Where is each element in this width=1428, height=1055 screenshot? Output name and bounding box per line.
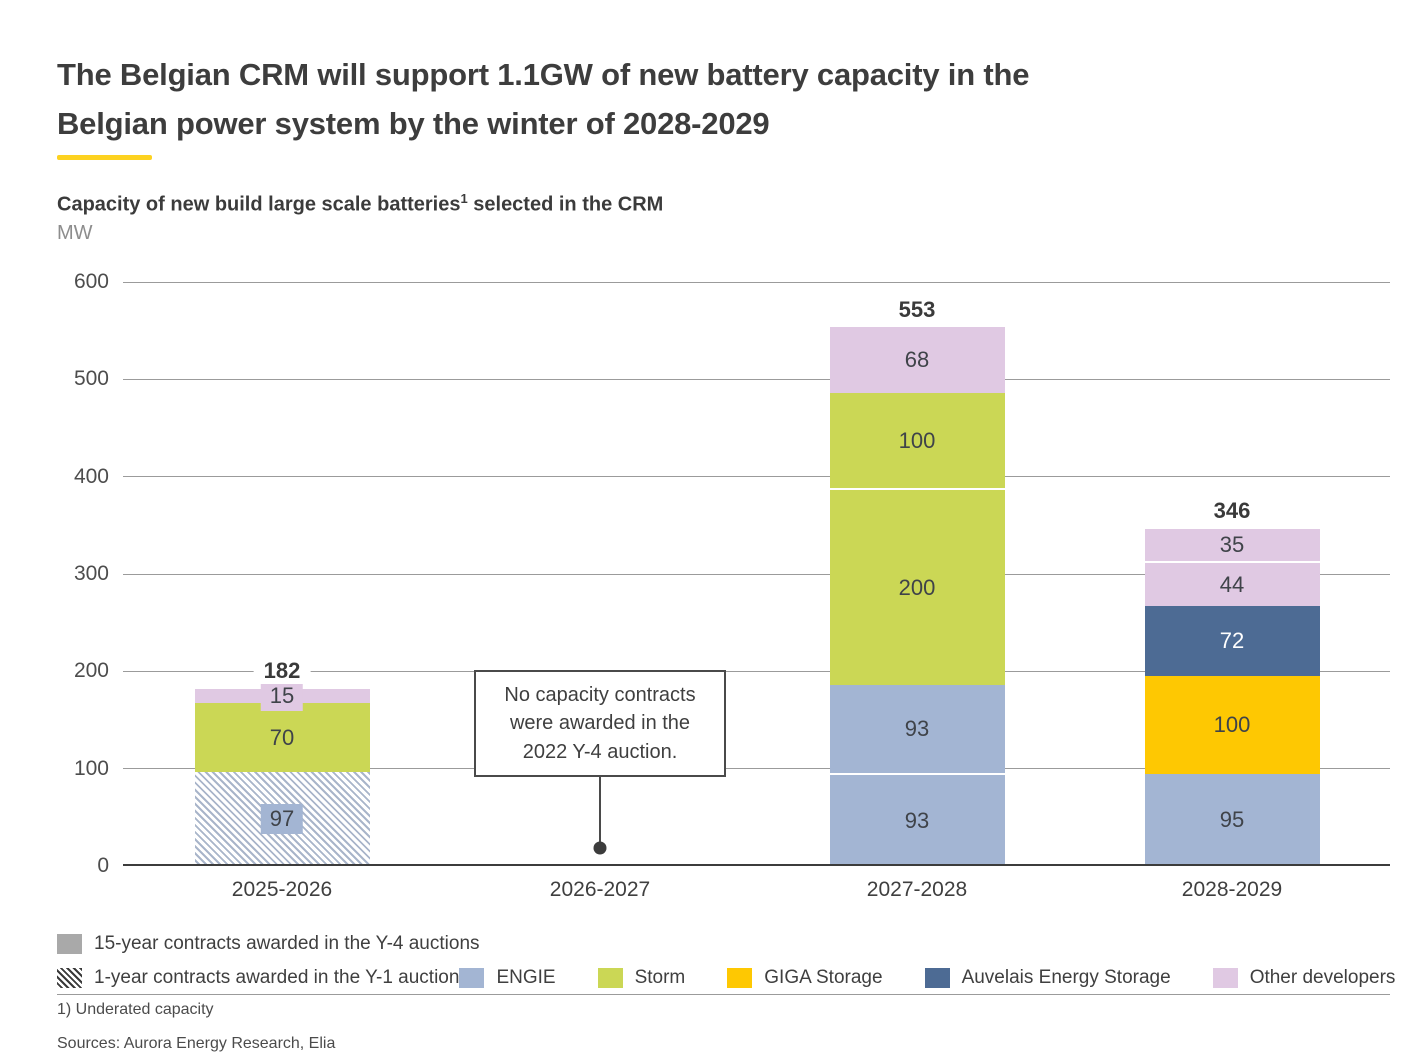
legend-item-engie: ENGIE (459, 967, 556, 989)
y-axis-tick: 600 (73, 270, 109, 293)
gridline (123, 573, 1390, 575)
bar-total: 346 (1203, 498, 1261, 525)
legend-item-storm: Storm (597, 967, 686, 989)
legend-item-other-developers: Other developers (1212, 967, 1396, 989)
bar-segment-2028-2029: 72 (1144, 606, 1320, 677)
segment-value: 44 (1219, 571, 1245, 597)
page-title-line1: The Belgian CRM will support 1.1GW of ne… (57, 57, 1030, 92)
annotation-box: No capacity contracts were awarded in th… (474, 670, 726, 778)
bar-segment-2027-2028: 200 (829, 490, 1005, 685)
segment-value: 100 (1213, 711, 1251, 737)
legend-swatch-auvelais (924, 968, 950, 988)
y-axis-tick: 200 (73, 659, 109, 683)
chart-subtitle: Capacity of new build large scale batter… (57, 191, 663, 217)
legend-row-contracts-y4: 15-year contracts awarded in the Y-4 auc… (57, 933, 1390, 955)
footnote-marker: 1 (460, 191, 468, 206)
chart-legend: 15-year contracts awarded in the Y-4 auc… (57, 933, 1395, 989)
sources: Sources: Aurora Energy Research, Elia (57, 1035, 336, 1052)
legend-label-y4-contracts: 15-year contracts awarded in the Y-4 auc… (94, 933, 480, 954)
segment-value: 35 (1219, 532, 1245, 558)
legend-item-giga-storage: GIGA Storage (727, 967, 883, 989)
y-axis-tick: 300 (73, 562, 109, 585)
y-axis-tick: 0 (97, 854, 109, 877)
x-axis-label: 2027-2028 (866, 878, 968, 901)
bar-segment-2025-2026: 70 (194, 703, 370, 772)
segment-value: 200 (898, 574, 936, 600)
bar-segment-2028-2029: 35 (1144, 529, 1320, 564)
legend-label-y1-contracts: 1-year contracts awarded in the Y-1 auct… (94, 967, 460, 988)
segment-value: 72 (1219, 628, 1245, 654)
gridline (123, 476, 1390, 478)
legend-swatch-other (1212, 968, 1238, 988)
segment-value: 100 (898, 427, 936, 453)
legend-label-giga: GIGA Storage (764, 967, 883, 988)
bar-segment-2025-2026: 97 (194, 771, 370, 866)
segment-value: 95 (1219, 806, 1245, 832)
bar-total: 182 (253, 657, 311, 684)
legend-label-other: Other developers (1249, 967, 1396, 988)
bar-segment-2027-2028: 68 (829, 326, 1005, 393)
x-axis-label: 2028-2029 (1181, 878, 1283, 901)
legend-item-auvelais-energy-storage: Auvelais Energy Storage (924, 967, 1171, 989)
page-title-line2: Belgian power system by the winter of 20… (57, 106, 770, 141)
gridline (123, 864, 1390, 866)
chart-plot-area: No capacity contracts were awarded in th… (74, 270, 1390, 901)
legend-swatch-engie (459, 968, 485, 988)
legend-item-y4-contracts: 15-year contracts awarded in the Y-4 auc… (57, 933, 480, 955)
gridline (123, 670, 1390, 672)
legend-swatch-y1-contracts (57, 968, 82, 988)
bar-segment-2028-2029: 100 (1144, 676, 1320, 774)
legend-item-y1-contracts: 1-year contracts awarded in the Y-1 auct… (57, 967, 459, 989)
gridline (123, 281, 1390, 283)
bar-total: 553 (888, 296, 946, 323)
annotation-leader-line (599, 777, 601, 842)
legend-swatch-giga (727, 968, 753, 988)
x-axis-label: 2025-2026 (231, 878, 333, 901)
bar-segment-2027-2028: 100 (829, 392, 1005, 491)
divider-rule (57, 994, 1390, 995)
footnote: 1) Underated capacity (57, 1001, 214, 1018)
bar-segment-2028-2029: 95 (1144, 773, 1320, 866)
y-axis-tick: 400 (73, 464, 109, 488)
page-title: The Belgian CRM will support 1.1GW of ne… (57, 50, 1387, 148)
x-axis-label: 2026-2027 (549, 878, 651, 901)
legend-label-engie: ENGIE (496, 967, 556, 988)
gridline (123, 768, 1390, 770)
legend-label-storm: Storm (634, 967, 686, 988)
gridline (123, 378, 1390, 380)
legend-label-auvelais: Auvelais Energy Storage (961, 967, 1171, 988)
segment-value: 93 (904, 716, 930, 742)
segment-value: 15 (260, 681, 304, 712)
annotation-dot (593, 841, 607, 855)
legend-series-group: ENGIE Storm GIGA Storage Auvelais Energy St… (459, 967, 1395, 989)
bar-segment-2025-2026: 15 (194, 681, 370, 712)
segment-value: 68 (904, 346, 930, 372)
segment-value: 70 (269, 724, 295, 750)
segment-value: 93 (904, 807, 930, 833)
title-accent-rule (57, 155, 152, 160)
bar-segment-2028-2029: 44 (1144, 563, 1320, 607)
legend-swatch-storm (597, 968, 623, 988)
chart-subtitle-text: Capacity of new build large scale batter… (57, 193, 461, 216)
chart-subtitle-suffix: selected in the CRM (467, 193, 664, 216)
legend-swatch-y4-contracts (57, 934, 82, 954)
bar-segment-2027-2028: 93 (829, 775, 1005, 866)
y-axis-tick: 100 (73, 756, 109, 780)
y-axis-tick: 500 (73, 367, 109, 391)
segment-value: 97 (260, 803, 304, 834)
legend-row-series: 1-year contracts awarded in the Y-1 auct… (57, 967, 1395, 989)
bar-segment-2027-2028: 93 (829, 684, 1005, 776)
y-axis-unit-label: MW (57, 222, 93, 244)
